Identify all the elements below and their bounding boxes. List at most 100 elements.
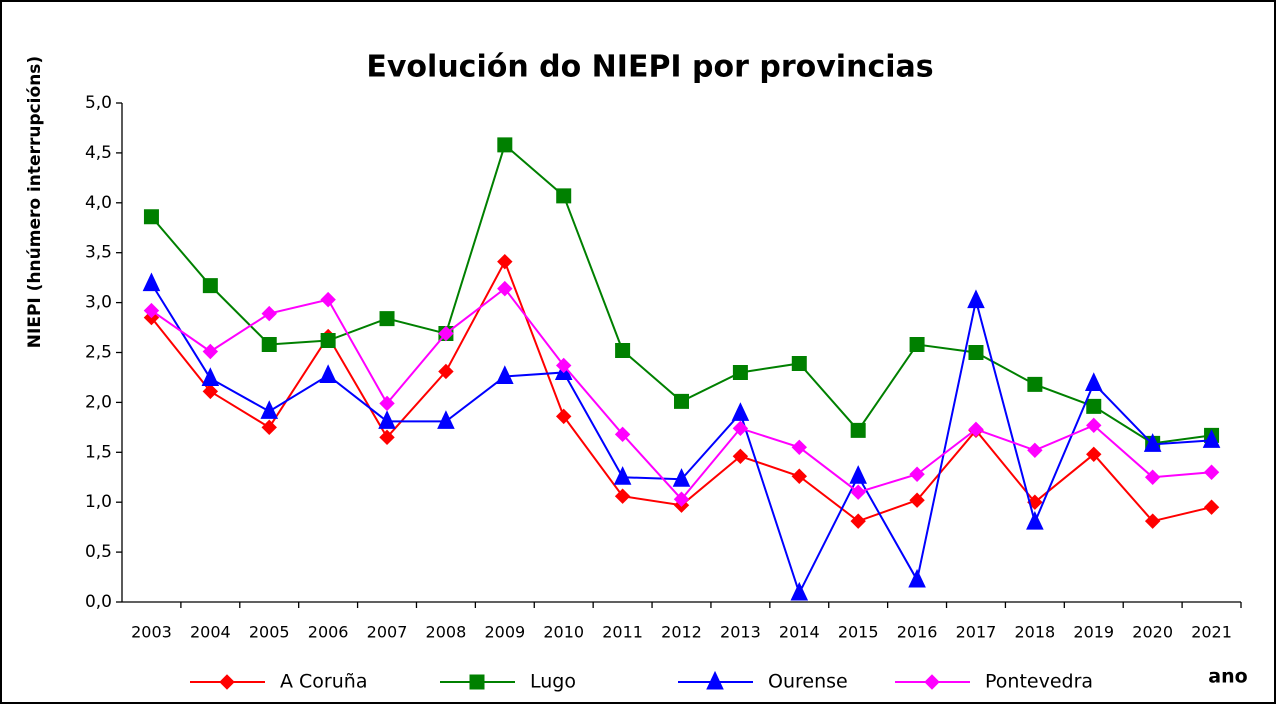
data-point (614, 488, 631, 504)
y-tick-label: 0,0 (85, 592, 112, 612)
x-tick-label: 2015 (838, 623, 879, 642)
data-point (497, 253, 513, 270)
data-point (968, 345, 984, 360)
data-point (201, 367, 220, 386)
x-tick-label: 2014 (779, 623, 820, 642)
data-point (790, 581, 809, 601)
data-point (379, 395, 395, 412)
data-point (438, 363, 454, 380)
data-point (732, 448, 749, 464)
data-point (379, 429, 395, 446)
data-point (379, 311, 395, 327)
data-point (496, 365, 514, 384)
legend-label: Ourense (768, 671, 848, 693)
data-point (320, 291, 336, 308)
data-point (791, 468, 807, 484)
legend-marker (924, 674, 940, 690)
legend-marker (469, 674, 485, 690)
y-tick-label: 3,5 (85, 243, 112, 263)
data-point (615, 343, 631, 359)
x-tick-label: 2007 (367, 623, 408, 642)
y-tick-label: 1,0 (85, 492, 112, 512)
data-point (909, 337, 925, 353)
y-axis-label: NIEPI (hnúmero interrupcións) (25, 56, 45, 348)
data-point (850, 484, 866, 500)
data-point (202, 278, 218, 294)
legend-marker (706, 670, 724, 690)
x-tick-label: 2005 (249, 623, 290, 642)
y-tick-label: 2,0 (85, 392, 112, 412)
data-point (1203, 464, 1220, 480)
data-point (613, 466, 632, 485)
data-point (1084, 372, 1103, 391)
data-point (202, 343, 219, 360)
x-tick-label: 2003 (131, 623, 172, 642)
data-point (791, 355, 807, 371)
x-tick-label: 2011 (602, 623, 643, 642)
x-tick-label: 2004 (190, 623, 231, 642)
data-point (1027, 442, 1043, 459)
legend-label: Pontevedra (985, 671, 1093, 693)
data-point (143, 209, 159, 225)
data-point (1086, 417, 1102, 434)
data-point (909, 466, 925, 482)
x-tick-label: 2013 (720, 623, 761, 642)
data-point (674, 393, 689, 409)
data-point (791, 439, 807, 456)
data-point (202, 383, 219, 400)
data-point (732, 364, 748, 380)
data-point (1086, 446, 1102, 463)
data-point (1144, 469, 1161, 485)
data-point (437, 410, 455, 429)
x-tick-label: 2021 (1191, 623, 1232, 642)
data-point (732, 420, 749, 437)
legend-marker (219, 674, 235, 690)
x-tick-label: 2012 (661, 623, 702, 642)
data-point (142, 272, 161, 292)
legend-label: Lugo (530, 671, 576, 693)
data-point (261, 419, 277, 436)
x-tick-label: 2018 (1015, 623, 1056, 642)
legend-label: A Coruña (280, 671, 367, 693)
data-point (556, 408, 572, 425)
data-point (378, 410, 396, 429)
data-point (497, 280, 513, 297)
data-point (261, 337, 277, 353)
data-point (850, 422, 866, 438)
data-point (1027, 376, 1043, 392)
data-point (1203, 499, 1220, 515)
data-point (1144, 513, 1161, 529)
data-point (1202, 429, 1221, 448)
x-axis-label: ano (1208, 666, 1247, 688)
data-point (909, 492, 925, 508)
y-tick-label: 4,0 (85, 193, 112, 213)
x-tick-label: 2017 (956, 623, 997, 642)
x-tick-label: 2009 (484, 623, 525, 642)
data-point (967, 289, 985, 309)
data-point (319, 364, 337, 383)
data-point (320, 333, 336, 349)
y-tick-label: 1,5 (85, 442, 112, 462)
y-tick-label: 2,5 (85, 343, 112, 363)
data-point (908, 568, 926, 588)
x-tick-label: 2006 (308, 623, 349, 642)
data-point (497, 137, 513, 153)
data-point (1086, 398, 1102, 414)
data-point (1026, 510, 1044, 530)
data-point (143, 302, 160, 319)
x-tick-label: 2010 (543, 623, 584, 642)
data-point (614, 426, 631, 443)
data-point (261, 305, 277, 322)
chart-title: Evolución do NIEPI por provincias (366, 50, 933, 85)
x-tick-label: 2020 (1132, 623, 1173, 642)
x-tick-label: 2008 (426, 623, 467, 642)
data-point (556, 188, 572, 204)
data-point (438, 325, 454, 342)
y-tick-label: 3,0 (85, 293, 112, 313)
data-point (556, 357, 572, 374)
x-tick-label: 2016 (897, 623, 938, 642)
data-point (850, 513, 866, 529)
data-point (731, 402, 750, 421)
